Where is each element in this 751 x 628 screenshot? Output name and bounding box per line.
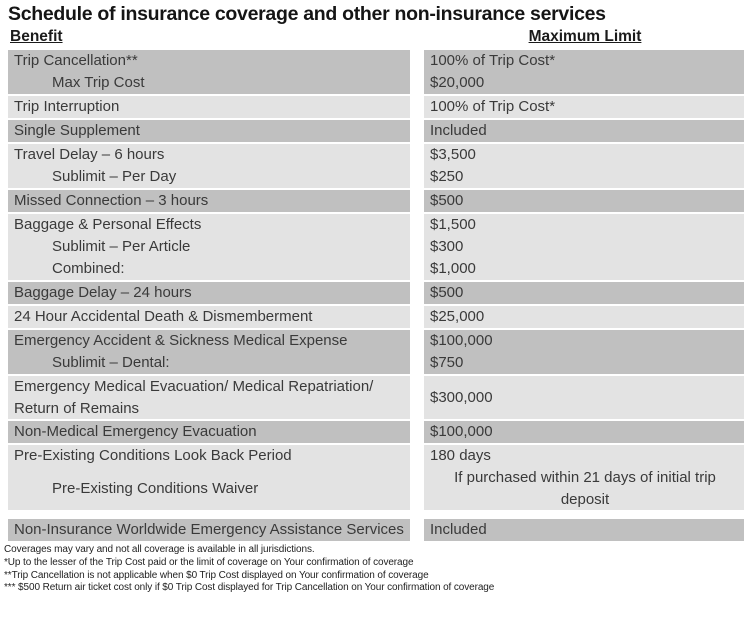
table-row: Sublimit – Per Day $250 xyxy=(8,166,744,188)
benefit-cell: Sublimit – Dental: xyxy=(8,352,410,374)
table-row: Emergency Accident & Sickness Medical Ex… xyxy=(8,330,744,352)
table-row: Pre-Existing Conditions Waiver If purchas… xyxy=(8,467,744,510)
limit-cell: $25,000 xyxy=(424,306,744,328)
limit-cell: $100,000 xyxy=(424,421,744,443)
benefit-cell: Trip Cancellation** xyxy=(8,50,410,72)
footnote-line: **Trip Cancellation is not applicable wh… xyxy=(4,569,429,581)
table-row: Non-Medical Emergency Evacuation $100,000 xyxy=(8,421,744,443)
coverage-group: Baggage Delay – 24 hours $500 xyxy=(8,282,744,304)
benefit-cell: Single Supplement xyxy=(8,120,410,142)
table-row: Single Supplement Included xyxy=(8,120,744,142)
limit-cell: $300 xyxy=(424,236,744,258)
table-row: Sublimit – Dental: $750 xyxy=(8,352,744,374)
benefit-cell: Emergency Medical Evacuation/ Medical Re… xyxy=(8,376,410,419)
limit-cell: $750 xyxy=(424,352,744,374)
table-row: Trip Cancellation** 100% of Trip Cost* xyxy=(8,50,744,72)
limit-cell: 100% of Trip Cost* xyxy=(424,50,744,72)
limit-cell: Included xyxy=(424,519,744,541)
coverage-group: Trip Cancellation** 100% of Trip Cost* Max… xyxy=(8,50,744,94)
limit-cell: $500 xyxy=(424,190,744,212)
limit-cell: 180 days xyxy=(424,445,744,467)
table-row: Travel Delay – 6 hours $3,500 xyxy=(8,144,744,166)
benefit-cell: Pre-Existing Conditions Waiver xyxy=(8,467,410,510)
coverage-group: Pre-Existing Conditions Look Back Period… xyxy=(8,445,744,510)
benefit-cell: Max Trip Cost xyxy=(8,72,410,94)
coverage-group: Emergency Accident & Sickness Medical Ex… xyxy=(8,330,744,374)
coverage-group: Non-Medical Emergency Evacuation $100,000 xyxy=(8,421,744,443)
benefit-cell: Non-Medical Emergency Evacuation xyxy=(8,421,410,443)
table-row: Baggage Delay – 24 hours $500 xyxy=(8,282,744,304)
coverage-group: 24 Hour Accidental Death & Dismemberment… xyxy=(8,306,744,328)
limit-cell: $20,000 xyxy=(424,72,744,94)
coverage-group: Travel Delay – 6 hours $3,500 Sublimit – P… xyxy=(8,144,744,188)
benefit-cell: Missed Connection – 3 hours xyxy=(8,190,410,212)
table-row: Non-Insurance Worldwide Emergency Assist… xyxy=(8,519,744,541)
footnote-line: *** $500 Return air ticket cost only if … xyxy=(4,582,495,594)
benefit-cell: Emergency Accident & Sickness Medical Ex… xyxy=(8,330,410,352)
table-row: Combined: $1,000 xyxy=(8,258,744,280)
column-header-benefit: Benefit xyxy=(10,28,63,45)
table-row: Baggage & Personal Effects $1,500 xyxy=(8,214,744,236)
benefit-cell: Travel Delay – 6 hours xyxy=(8,144,410,166)
table-row: Trip Interruption 100% of Trip Cost* xyxy=(8,96,744,118)
benefit-cell: 24 Hour Accidental Death & Dismemberment xyxy=(8,306,410,328)
limit-cell: $300,000 xyxy=(424,376,744,419)
coverage-group: Baggage & Personal Effects $1,500 Sublimit… xyxy=(8,214,744,280)
benefit-cell: Baggage & Personal Effects xyxy=(8,214,410,236)
footnote-line: Coverages may vary and not all coverage … xyxy=(4,544,315,555)
benefit-cell: Pre-Existing Conditions Look Back Period xyxy=(8,445,410,467)
coverage-group: Missed Connection – 3 hours $500 xyxy=(8,190,744,212)
footnote-line: *Up to the lesser of the Trip Cost paid … xyxy=(4,556,414,568)
column-header-maximum-limit: Maximum Limit xyxy=(528,28,642,45)
coverage-group: Single Supplement Included xyxy=(8,120,744,142)
table-body: Trip Cancellation** 100% of Trip Cost* Max… xyxy=(8,50,744,541)
table-row: Missed Connection – 3 hours $500 xyxy=(8,190,744,212)
table-row: Pre-Existing Conditions Look Back Period… xyxy=(8,445,744,467)
page-title: Schedule of insurance coverage and other… xyxy=(8,3,606,25)
limit-cell: 100% of Trip Cost* xyxy=(424,96,744,118)
limit-cell: $250 xyxy=(424,166,744,188)
coverage-group: Non-Insurance Worldwide Emergency Assist… xyxy=(8,519,744,541)
table-row: Emergency Medical Evacuation/ Medical Re… xyxy=(8,376,744,419)
limit-cell: $1,500 xyxy=(424,214,744,236)
limit-cell: $3,500 xyxy=(424,144,744,166)
table-row: 24 Hour Accidental Death & Dismemberment… xyxy=(8,306,744,328)
table-header: Benefit Maximum Limit xyxy=(8,27,744,47)
benefit-cell: Combined: xyxy=(8,258,410,280)
benefit-cell: Trip Interruption xyxy=(8,96,410,118)
limit-cell: If purchased within 21 days of initial t… xyxy=(424,467,744,510)
table-row: Max Trip Cost $20,000 xyxy=(8,72,744,94)
benefit-cell: Sublimit – Per Day xyxy=(8,166,410,188)
limit-cell: $500 xyxy=(424,282,744,304)
benefit-cell: Baggage Delay – 24 hours xyxy=(8,282,410,304)
benefit-cell: Sublimit – Per Article xyxy=(8,236,410,258)
table-row: Sublimit – Per Article $300 xyxy=(8,236,744,258)
limit-cell: $100,000 xyxy=(424,330,744,352)
footnotes: Coverages may vary and not all coverage … xyxy=(4,544,751,595)
coverage-group: Trip Interruption 100% of Trip Cost* xyxy=(8,96,744,118)
benefit-cell: Non-Insurance Worldwide Emergency Assist… xyxy=(8,519,410,541)
limit-cell: $1,000 xyxy=(424,258,744,280)
coverage-group: Emergency Medical Evacuation/ Medical Re… xyxy=(8,376,744,419)
limit-cell: Included xyxy=(424,120,744,142)
